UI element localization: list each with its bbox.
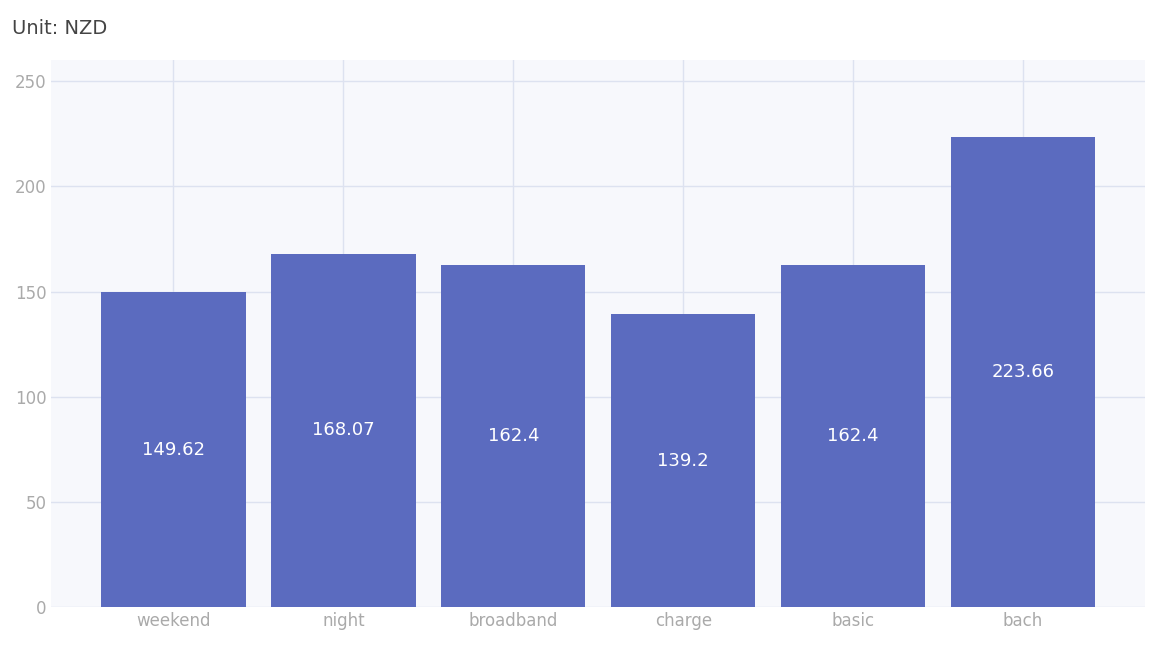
Bar [441, 266, 586, 607]
Text: 162.4: 162.4 [827, 427, 879, 445]
Text: Unit: NZD: Unit: NZD [12, 19, 107, 38]
Bar [781, 266, 926, 607]
Bar [101, 292, 246, 607]
Text: 149.62: 149.62 [142, 441, 205, 459]
Bar [611, 314, 755, 607]
Text: 168.07: 168.07 [312, 421, 375, 439]
Bar [271, 253, 415, 607]
Text: 223.66: 223.66 [992, 363, 1054, 381]
Bar [951, 137, 1095, 607]
Text: 162.4: 162.4 [487, 427, 539, 445]
Text: 139.2: 139.2 [658, 451, 709, 470]
